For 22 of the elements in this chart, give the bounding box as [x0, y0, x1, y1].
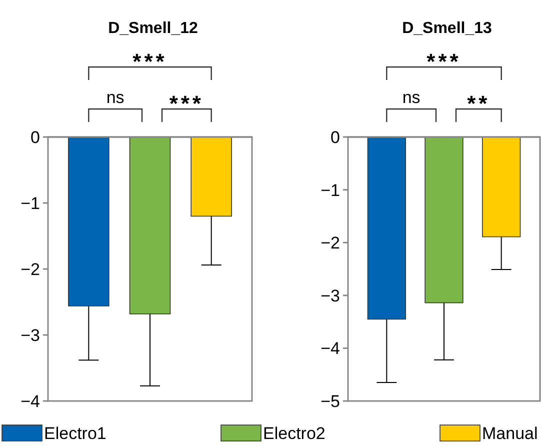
significance-bracket: *** — [161, 91, 212, 122]
legend-label: Manual — [482, 424, 538, 443]
significance-bracket: ns — [88, 88, 143, 122]
y-tick-label: −3 — [320, 286, 340, 306]
chart-title: D_Smell_13 — [402, 20, 492, 37]
y-tick-label: −1 — [20, 194, 40, 213]
significance-bracket: ** — [455, 91, 502, 122]
y-tick-label: −2 — [320, 234, 340, 253]
legend-label: Electro2 — [263, 424, 326, 443]
significance-bracket: *** — [386, 49, 502, 80]
y-tick-label: −5 — [320, 392, 340, 411]
y-tick-label: −3 — [20, 326, 40, 345]
significance-bracket: ns — [386, 88, 437, 122]
chart-title: D_Smell_12 — [108, 20, 198, 37]
y-tick-label: −1 — [320, 180, 340, 200]
y-tick-label: −4 — [320, 339, 340, 358]
y-tick-label: 0 — [30, 128, 40, 147]
y-tick-label: −4 — [20, 392, 40, 411]
y-tick-label: 0 — [330, 128, 340, 147]
y-tick-label: −2 — [20, 260, 40, 279]
significance-bracket: *** — [88, 49, 212, 80]
legend-label: Electro1 — [44, 424, 106, 443]
